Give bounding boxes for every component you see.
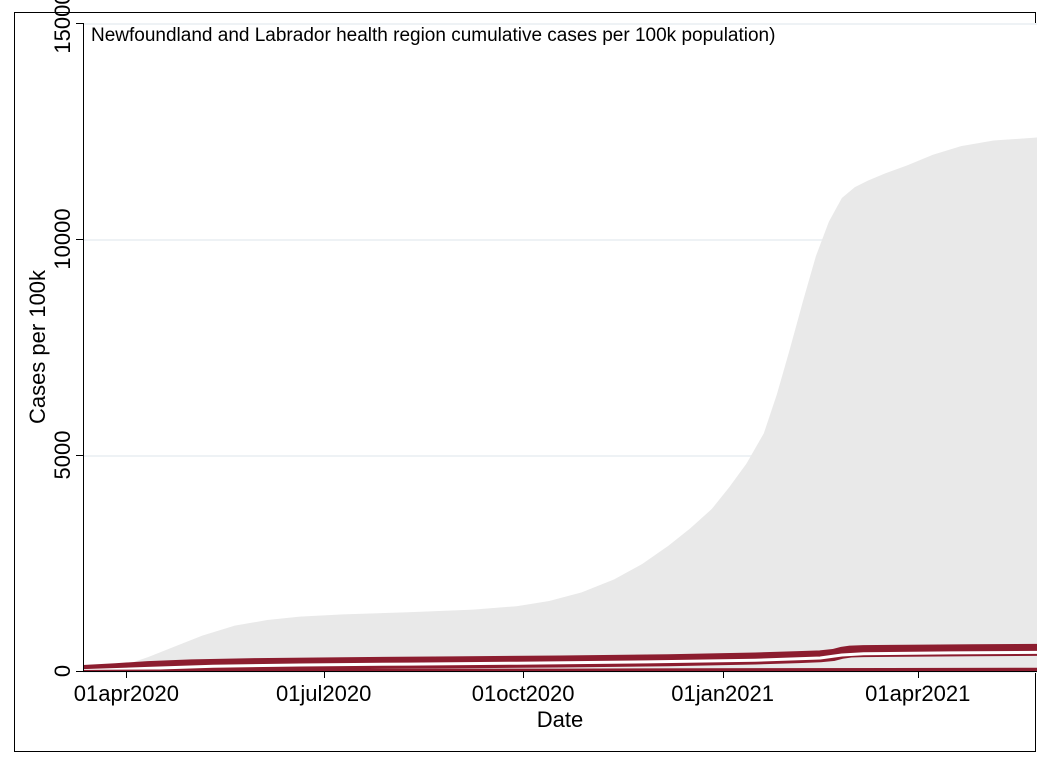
xtick-label: 01apr2020 [46, 681, 206, 707]
plot-area [83, 23, 1037, 671]
series-background-envelope [83, 137, 1037, 671]
xtick-label: 01jan2021 [643, 681, 803, 707]
ytick-label: 0 [52, 611, 74, 731]
xtick-label: 01jul2020 [244, 681, 404, 707]
ytick-mark [76, 671, 83, 672]
ytick-label: 5000 [52, 395, 74, 515]
ytick-mark [76, 455, 83, 456]
y-axis-label: Cases per 100k [27, 197, 49, 497]
x-axis-label: Date [460, 707, 660, 733]
xtick-label: 01oct2020 [443, 681, 603, 707]
xtick-mark [324, 671, 325, 678]
xtick-label: 01apr2021 [838, 681, 998, 707]
series-layer [83, 23, 1037, 671]
ytick-label: 10000 [52, 179, 74, 299]
xtick-mark [523, 671, 524, 678]
ytick-mark [76, 239, 83, 240]
xtick-mark [126, 671, 127, 678]
ytick-mark [76, 23, 83, 24]
y-axis-line [83, 23, 84, 671]
xtick-mark [723, 671, 724, 678]
chart-frame: Newfoundland and Labrador health region … [14, 12, 1036, 752]
xtick-mark [918, 671, 919, 678]
chart-title: Newfoundland and Labrador health region … [91, 25, 775, 47]
ytick-label: 15000 [52, 0, 74, 83]
x-axis-line [83, 671, 1037, 672]
